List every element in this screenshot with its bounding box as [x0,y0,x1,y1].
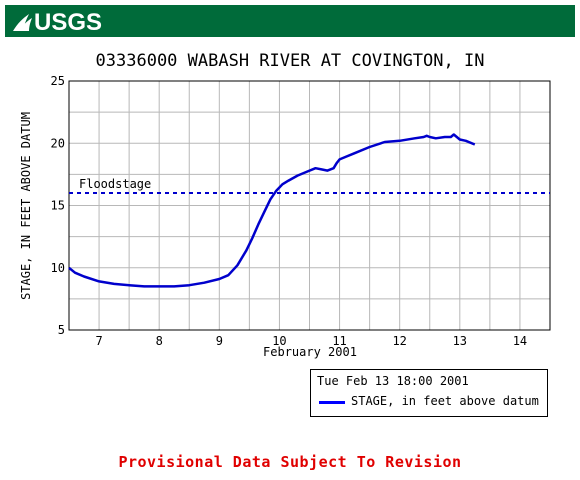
legend-swatch [319,401,345,404]
legend-box: Tue Feb 13 18:00 2001 STAGE, in feet abo… [310,369,548,417]
x-tick-label: 11 [332,334,346,348]
x-tick-label: 8 [156,334,163,348]
x-tick-label: 10 [272,334,286,348]
x-tick-label: 14 [513,334,527,348]
usgs-logo: USGS [13,9,102,36]
usgs-banner: USGS [5,5,575,37]
stage-series-line [68,133,476,288]
usgs-logo-text: USGS [34,9,102,36]
x-tick-labels: 7 8 9 10 11 12 13 14 [95,334,527,348]
plot-frame [68,80,551,331]
chart-title: 03336000 WABASH RIVER AT COVINGTON, IN [96,51,485,71]
reference-line: Floodstage [69,177,550,195]
floodstage-label: Floodstage [79,177,151,191]
x-tick-label: 9 [216,334,223,348]
grid-lines [68,80,551,331]
y-tick-label: 15 [51,199,65,213]
x-axis-label: February 2001 [263,345,357,359]
legend-date: Tue Feb 13 18:00 2001 [317,374,469,388]
y-tick-label: 5 [58,323,65,337]
x-tick-label: 7 [95,334,102,348]
y-tick-label: 20 [51,136,65,150]
provisional-notice: Provisional Data Subject To Revision [118,453,462,471]
y-tick-label: 10 [51,261,65,275]
y-axis-label: STAGE, IN FEET ABOVE DATUM [19,112,33,300]
x-tick-label: 12 [392,334,406,348]
x-tick-label: 13 [453,334,467,348]
y-tick-label: 25 [51,74,65,88]
y-tick-labels: 5 10 15 20 25 [51,74,65,337]
legend-series-label: STAGE, in feet above datum [351,394,539,408]
data-series [68,133,476,288]
